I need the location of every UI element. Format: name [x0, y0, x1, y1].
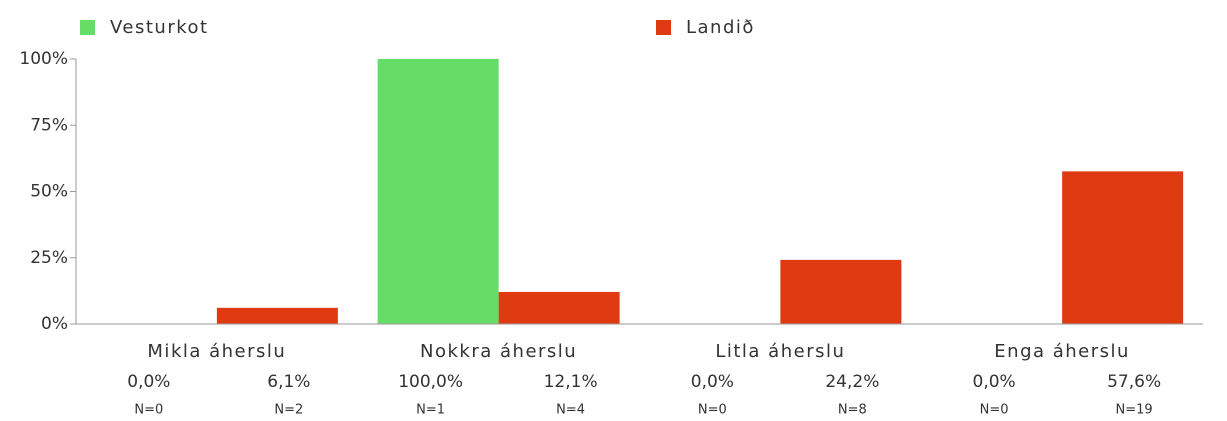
value-label: 100,0%	[398, 372, 463, 392]
x-tick-label: Nokkra áherslu	[420, 341, 577, 362]
n-label: N=2	[274, 403, 303, 418]
n-label: N=1	[416, 403, 445, 418]
bar	[216, 307, 338, 324]
value-label: 57,6%	[1107, 372, 1161, 392]
n-label: N=4	[556, 403, 585, 418]
y-tick-label: 0%	[41, 314, 68, 334]
legend-label: Vesturkot	[110, 17, 209, 38]
bar	[1062, 171, 1184, 324]
bar	[780, 259, 902, 324]
legend-swatch	[656, 20, 671, 35]
legend-label: Landið	[686, 17, 755, 38]
n-label: N=0	[134, 403, 163, 418]
value-label: 6,1%	[267, 372, 310, 392]
bar	[377, 59, 499, 324]
y-tick-label: 25%	[30, 248, 68, 268]
n-label: N=0	[980, 403, 1009, 418]
value-label: 24,2%	[825, 372, 879, 392]
value-label: 0,0%	[973, 372, 1016, 392]
legend-swatch	[80, 20, 95, 35]
bar	[498, 291, 620, 324]
n-label: N=8	[838, 403, 867, 418]
value-label: 0,0%	[691, 372, 734, 392]
x-tick-label: Enga áherslu	[994, 341, 1130, 362]
value-label: 12,1%	[544, 372, 598, 392]
y-tick-label: 100%	[19, 49, 68, 69]
y-tick-label: 50%	[30, 182, 68, 202]
x-tick-label: Litla áherslu	[715, 341, 845, 362]
value-label: 0,0%	[127, 372, 170, 392]
y-tick-label: 75%	[30, 115, 68, 135]
x-tick-label: Mikla áherslu	[147, 341, 286, 362]
n-label: N=0	[698, 403, 727, 418]
n-label: N=19	[1116, 403, 1153, 418]
